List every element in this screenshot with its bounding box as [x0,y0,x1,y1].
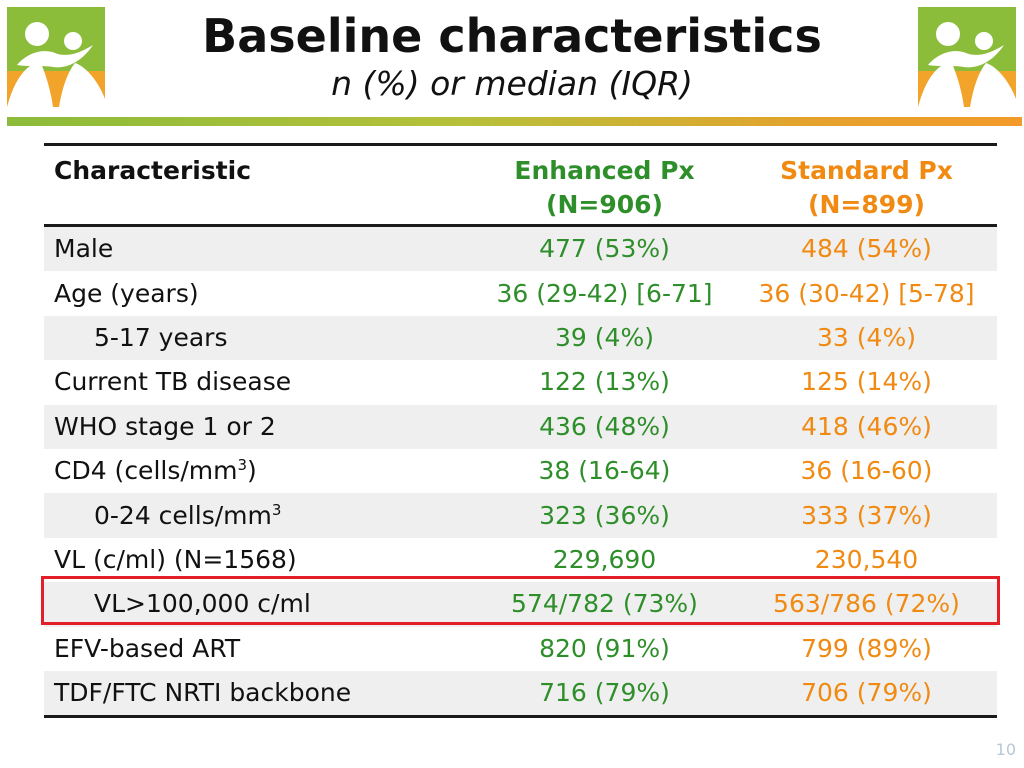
row-label: CD4 (cells/mm3) [44,449,473,493]
enhanced-value: 39 (4%) [473,315,736,361]
table-row: Current TB disease 122 (13%) 125 (14%) [44,360,997,404]
standard-value: 33 (4%) [736,315,997,361]
row-label: WHO stage 1 or 2 [44,404,473,449]
row-label: EFV-based ART [54,633,241,663]
header-standard-name: Standard Px [780,156,953,185]
baseline-characteristics-table: Characteristic Enhanced Px (N=906) Stand… [44,143,997,719]
enhanced-value: 716 (79%) [473,670,736,717]
row-label: 0-24 cells/mm3 [44,493,473,538]
enhanced-value: 36 (29-42) [6-71] [496,278,713,308]
enhanced-value: 323 (36%) [473,493,736,538]
table-row-highlighted: VL>100,000 c/ml 574/782 (73%) 563/786 (7… [44,582,997,627]
table-row: TDF/FTC NRTI backbone 716 (79%) 706 (79%… [44,670,997,717]
enhanced-value: 122 (13%) [539,367,670,397]
header-characteristic: Characteristic [44,144,473,227]
standard-value: 125 (14%) [801,367,932,397]
table-row: 5-17 years 39 (4%) 33 (4%) [44,315,997,361]
row-label-suffix: ) [247,456,257,486]
standard-value: 706 (79%) [736,670,997,717]
enhanced-value: 436 (48%) [473,404,736,449]
table-row: Age (years) 36 (29-42) [6-71] 36 (30-42)… [44,271,997,315]
header-enhanced-name: Enhanced Px [514,156,695,185]
standard-value: 484 (54%) [736,225,997,272]
row-label: Male [44,225,473,272]
enhanced-value: 38 (16-64) [538,456,671,486]
standard-value: 36 (16-60) [800,456,933,486]
row-label: VL>100,000 c/ml [44,582,473,627]
superscript: 3 [237,456,248,475]
table-row: EFV-based ART 820 (91%) 799 (89%) [44,627,997,671]
page-number: 10 [995,740,1016,759]
standard-value: 333 (37%) [736,493,997,538]
table-row: VL (c/ml) (N=1568) 229,690 230,540 [44,538,997,582]
enhanced-value: 229,690 [552,544,657,574]
row-label: Current TB disease [54,367,292,397]
family-logo-left [7,7,105,107]
row-label-text: CD4 (cells/mm [54,456,238,486]
row-label: 5-17 years [44,315,473,361]
standard-value: 230,540 [814,544,919,574]
header-standard-n: (N=899) [808,190,925,219]
enhanced-value: 820 (91%) [539,633,670,663]
standard-value: 36 (30-42) [5-78] [758,278,975,308]
slide-subtitle: n (%) or median (IQR) [331,64,693,103]
header-enhanced-px: Enhanced Px (N=906) [473,144,736,227]
standard-value: 799 (89%) [801,633,932,663]
enhanced-value: 574/782 (73%) [473,582,736,627]
title-divider [7,117,1022,126]
row-label: Age (years) [54,278,199,308]
header-standard-px: Standard Px (N=899) [736,144,997,227]
superscript: 3 [271,500,282,519]
table-row: CD4 (cells/mm3) 38 (16-64) 36 (16-60) [44,449,997,493]
table-row: WHO stage 1 or 2 436 (48%) 418 (46%) [44,404,997,449]
row-label-text: 0-24 cells/mm [94,500,272,530]
enhanced-value: 477 (53%) [473,225,736,272]
family-logo-right [918,7,1016,107]
slide-title: Baseline characteristics [202,9,822,63]
standard-value: 418 (46%) [736,404,997,449]
table-row: Male 477 (53%) 484 (54%) [44,225,997,272]
standard-value: 563/786 (72%) [736,582,997,627]
row-label: VL (c/ml) (N=1568) [54,544,297,574]
table-header-row: Characteristic Enhanced Px (N=906) Stand… [44,144,997,227]
table-row: 0-24 cells/mm3 323 (36%) 333 (37%) [44,493,997,538]
header-enhanced-n: (N=906) [546,190,663,219]
row-label: TDF/FTC NRTI backbone [44,670,473,717]
